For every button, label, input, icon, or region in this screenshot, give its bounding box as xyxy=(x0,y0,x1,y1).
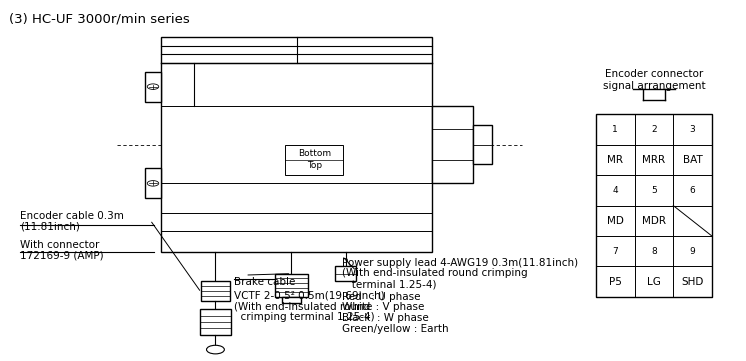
Text: 172169-9 (AMP): 172169-9 (AMP) xyxy=(20,250,104,260)
Text: (With end-insulated round crimping: (With end-insulated round crimping xyxy=(342,268,527,278)
Text: Bottom: Bottom xyxy=(298,149,330,158)
Bar xyxy=(201,281,230,300)
Text: Black  : W phase: Black : W phase xyxy=(342,313,428,323)
Text: BAT: BAT xyxy=(683,155,703,165)
Text: 5: 5 xyxy=(651,186,656,195)
Text: Top: Top xyxy=(307,161,322,170)
Bar xyxy=(275,274,308,297)
Bar xyxy=(596,114,712,297)
Text: Green/yellow : Earth: Green/yellow : Earth xyxy=(342,324,448,334)
Text: With connector: With connector xyxy=(20,240,99,249)
Bar xyxy=(282,297,301,303)
Text: P5: P5 xyxy=(609,277,621,287)
Bar xyxy=(145,168,161,199)
Text: (With end-insulated round: (With end-insulated round xyxy=(234,301,370,311)
Bar xyxy=(161,37,433,252)
Text: 8: 8 xyxy=(651,247,656,256)
Text: (3) HC-UF 3000r/min series: (3) HC-UF 3000r/min series xyxy=(9,12,189,25)
Bar xyxy=(145,71,161,102)
Text: Red   : U phase: Red : U phase xyxy=(342,292,420,301)
Text: MR: MR xyxy=(607,155,624,165)
Text: White : V phase: White : V phase xyxy=(342,302,424,312)
Bar xyxy=(473,125,492,164)
Text: 9: 9 xyxy=(690,247,695,256)
Text: terminal 1.25-4): terminal 1.25-4) xyxy=(342,279,436,289)
Bar xyxy=(335,266,356,281)
Text: MDR: MDR xyxy=(642,216,666,226)
Text: MD: MD xyxy=(606,216,624,226)
Text: 6: 6 xyxy=(690,186,695,195)
Bar xyxy=(433,106,473,183)
Text: Encoder cable 0.3m: Encoder cable 0.3m xyxy=(20,211,124,221)
Text: 3: 3 xyxy=(690,125,695,134)
Text: 1: 1 xyxy=(612,125,618,134)
Text: 4: 4 xyxy=(612,186,618,195)
Text: Power supply lead 4-AWG19 0.3m(11.81inch): Power supply lead 4-AWG19 0.3m(11.81inch… xyxy=(342,257,578,268)
Text: LG: LG xyxy=(647,277,661,287)
Text: crimping terminal 1.25-4): crimping terminal 1.25-4) xyxy=(234,312,374,322)
Text: SHD: SHD xyxy=(681,277,703,287)
Circle shape xyxy=(207,345,225,354)
Text: VCTF 2-0.5² 0.5m(19.69inch): VCTF 2-0.5² 0.5m(19.69inch) xyxy=(234,291,385,300)
Bar xyxy=(285,145,343,175)
Text: MRR: MRR xyxy=(642,155,665,165)
Text: 7: 7 xyxy=(612,247,618,256)
Text: 2: 2 xyxy=(651,125,656,134)
Text: (11.81inch): (11.81inch) xyxy=(20,222,80,232)
Text: Brake cable: Brake cable xyxy=(234,277,295,287)
Text: Encoder connector
signal arrangement: Encoder connector signal arrangement xyxy=(603,69,705,91)
Bar xyxy=(200,309,231,335)
